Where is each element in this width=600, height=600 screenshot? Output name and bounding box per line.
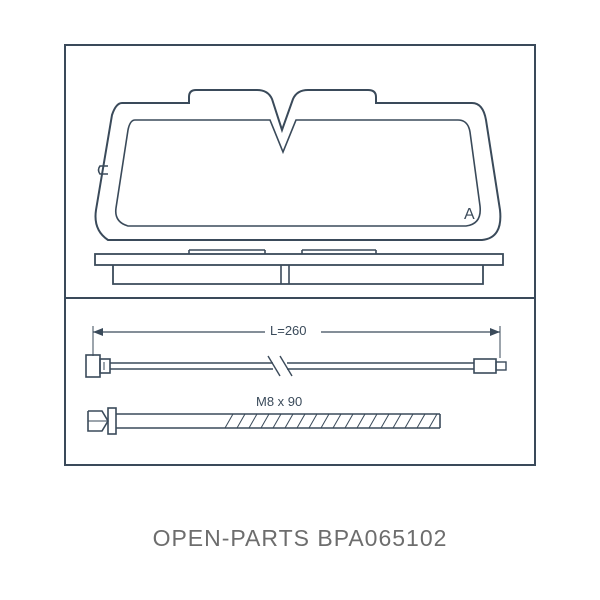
caption: OPEN-PARTS BPA065102 bbox=[0, 525, 600, 552]
diagram-canvas: A L=260 M8 x 90 OPEN-PARTS BPA065102 bbox=[0, 0, 600, 600]
caption-part: BPA065102 bbox=[317, 525, 447, 551]
bolt-spec-label: M8 x 90 bbox=[256, 394, 302, 409]
drawing-svg bbox=[0, 0, 600, 600]
pad-letter-label: A bbox=[464, 206, 475, 224]
caption-brand: OPEN-PARTS bbox=[153, 525, 310, 551]
sensor-length-label: L=260 bbox=[270, 323, 307, 338]
